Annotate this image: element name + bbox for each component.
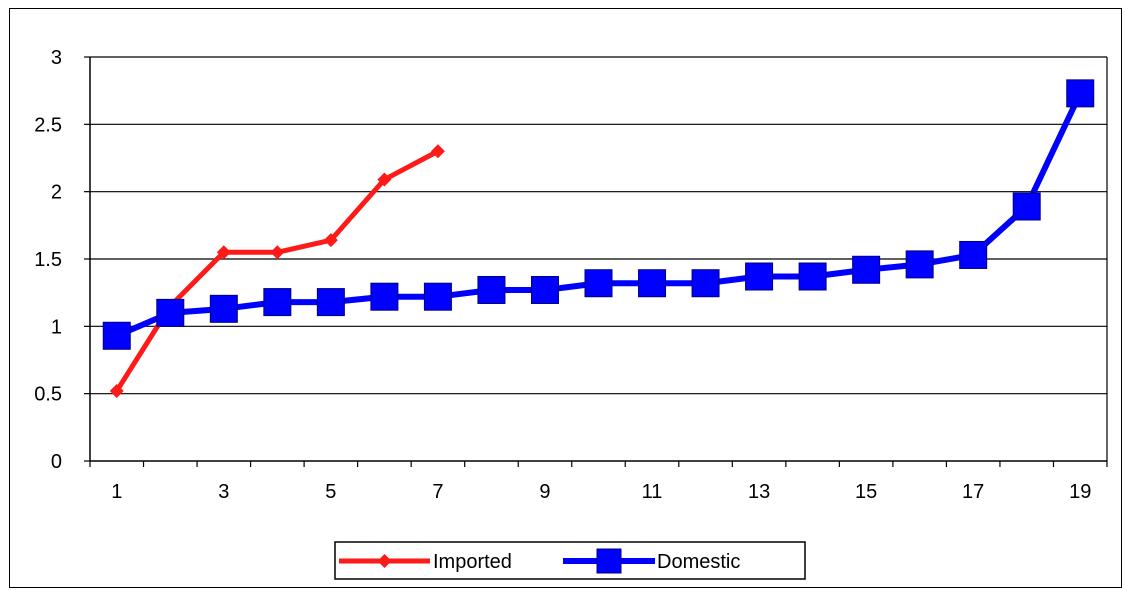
legend-marker-imported — [377, 554, 392, 568]
point-imported — [323, 233, 338, 248]
point-domestic — [102, 321, 131, 350]
point-domestic — [905, 250, 934, 279]
point-domestic — [477, 275, 506, 304]
point-domestic — [156, 298, 185, 327]
point-domestic — [745, 262, 774, 291]
series-line-imported — [114, 148, 441, 394]
legend-label-imported: Imported — [433, 551, 512, 573]
series-group — [102, 79, 1095, 398]
x-tick-label: 1 — [111, 481, 122, 503]
point-domestic — [316, 288, 345, 317]
point-domestic — [691, 269, 720, 298]
point-domestic — [530, 275, 559, 304]
legend-marker-domestic — [596, 548, 622, 574]
x-tick-label: 9 — [539, 481, 550, 503]
point-domestic — [852, 255, 881, 284]
point-domestic — [959, 240, 988, 269]
point-imported — [270, 245, 285, 260]
point-imported — [216, 245, 231, 260]
point-domestic — [1012, 192, 1041, 221]
axes: 00.511.522.531 3 5 7 9 11 13 15 17 19 — [34, 47, 1108, 503]
x-tick-label: 3 — [218, 481, 229, 503]
point-domestic — [370, 282, 399, 311]
point-domestic — [584, 269, 613, 298]
point-imported — [377, 172, 392, 187]
y-tick-label: 1.5 — [34, 249, 62, 271]
y-tick-label: 1 — [51, 316, 62, 338]
x-tick-label: 13 — [748, 481, 770, 503]
legend-label-domestic: Domestic — [657, 551, 740, 573]
y-tick-label: 2 — [51, 182, 62, 204]
series-line-domestic — [113, 90, 1084, 339]
point-domestic — [638, 269, 667, 298]
point-domestic — [798, 262, 827, 291]
y-tick-label: 3 — [51, 47, 62, 69]
x-tick-label: 5 — [325, 481, 336, 503]
y-tick-label: 2.5 — [34, 114, 62, 136]
x-tick-label: 19 — [1069, 481, 1091, 503]
point-domestic — [209, 294, 238, 323]
x-tick-label: 11 — [642, 481, 663, 503]
gridlines — [90, 56, 1107, 395]
y-tick-label: 0.5 — [34, 384, 62, 406]
x-tick-label: 17 — [962, 481, 984, 503]
point-domestic — [263, 288, 292, 317]
y-tick-label: 0 — [51, 451, 62, 473]
chart-frame — [9, 8, 1122, 588]
x-tick-label: 7 — [432, 481, 443, 503]
point-domestic — [423, 282, 452, 311]
point-imported — [109, 383, 124, 398]
legend: Imported Domestic — [334, 541, 806, 580]
x-tick-label: 15 — [855, 481, 877, 503]
point-domestic — [1066, 79, 1095, 108]
point-imported — [430, 144, 445, 159]
